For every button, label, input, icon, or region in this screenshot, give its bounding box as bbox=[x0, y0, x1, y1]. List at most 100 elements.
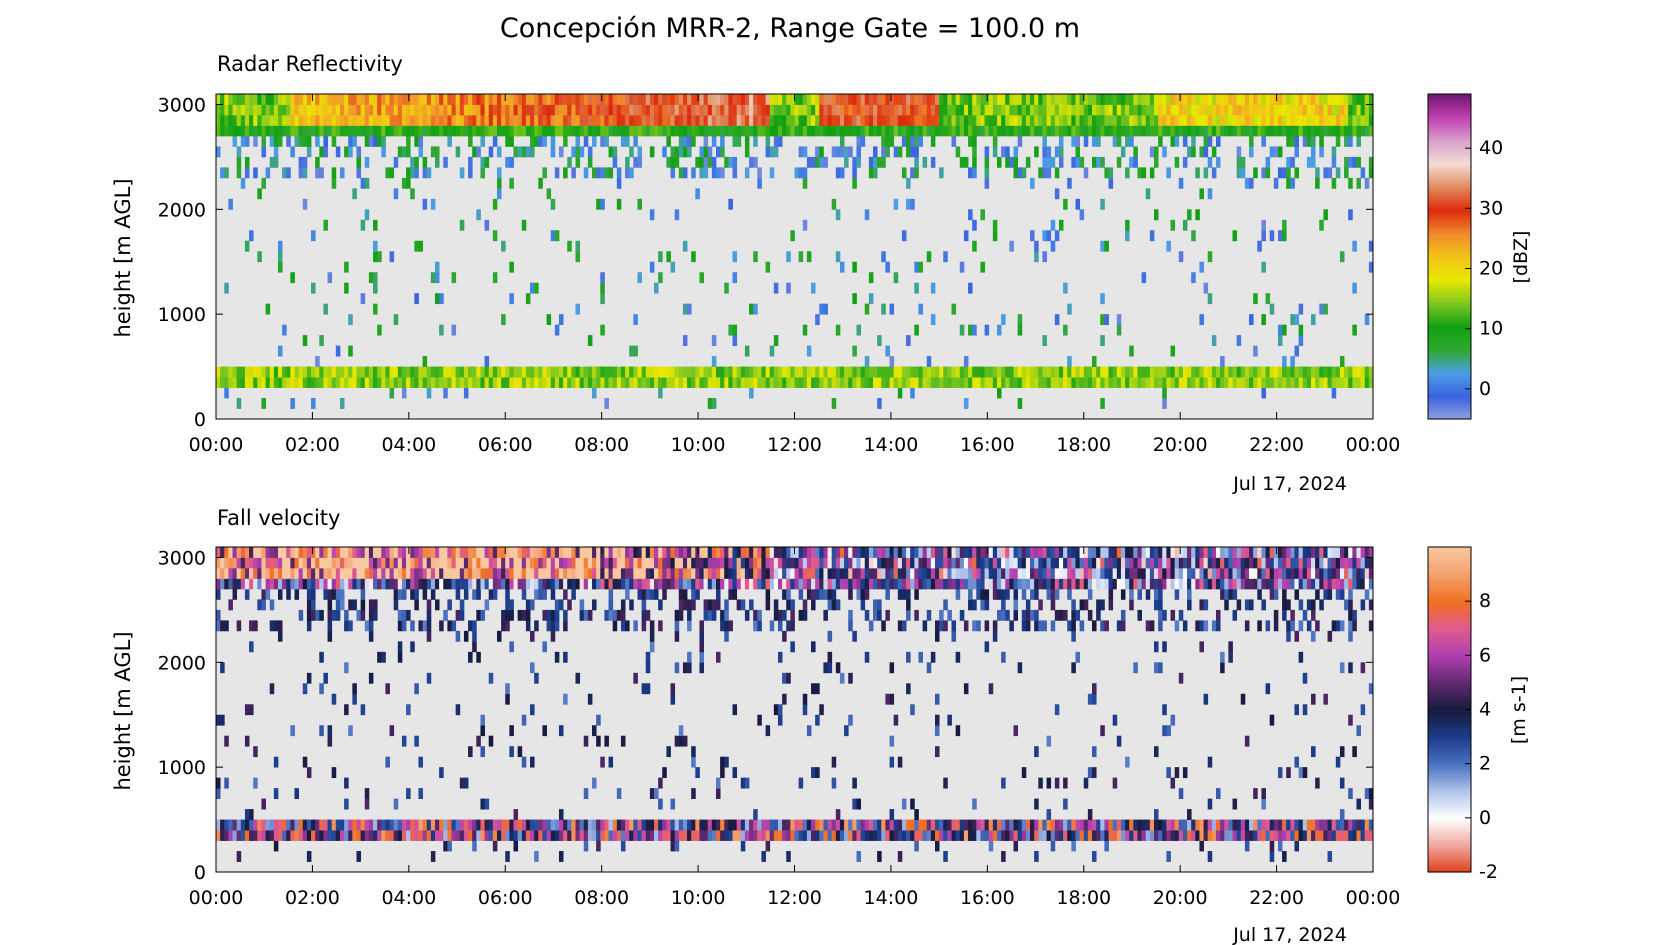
heatmap-cell bbox=[538, 588, 543, 600]
heatmap-cell bbox=[546, 314, 552, 326]
heatmap-cell bbox=[670, 683, 676, 695]
heatmap-cell bbox=[910, 547, 915, 558]
heatmap-cell bbox=[435, 114, 440, 126]
heatmap-cell bbox=[856, 851, 862, 862]
heatmap-cell bbox=[794, 819, 800, 831]
heatmap-cell bbox=[344, 567, 349, 579]
colorbar-segment bbox=[1428, 267, 1471, 271]
heatmap-cell bbox=[1058, 125, 1064, 137]
heatmap-cell bbox=[815, 588, 820, 600]
heatmap-cell bbox=[410, 366, 415, 378]
heatmap-cell bbox=[992, 230, 998, 242]
heatmap-cell bbox=[819, 547, 824, 558]
heatmap-cell bbox=[620, 830, 626, 841]
heatmap-cell bbox=[616, 104, 622, 116]
heatmap-cell bbox=[670, 557, 676, 569]
heatmap-cell bbox=[1253, 366, 1258, 378]
heatmap-cell bbox=[443, 547, 448, 558]
heatmap-cell bbox=[629, 146, 634, 158]
heatmap-cell bbox=[1195, 377, 1200, 388]
heatmap-cell bbox=[906, 177, 911, 189]
heatmap-cell bbox=[1005, 567, 1010, 579]
heatmap-cell bbox=[666, 114, 671, 126]
heatmap-cell bbox=[521, 377, 527, 388]
heatmap-cell bbox=[844, 377, 849, 388]
heatmap-cell bbox=[509, 377, 514, 388]
heatmap-cell bbox=[244, 704, 250, 716]
heatmap-cell bbox=[567, 156, 572, 168]
heatmap-cell bbox=[406, 146, 411, 158]
heatmap-cell bbox=[1356, 104, 1361, 116]
heatmap-cell bbox=[273, 125, 279, 137]
heatmap-cell bbox=[740, 578, 746, 590]
heatmap-cell bbox=[1203, 578, 1209, 590]
heatmap-cell bbox=[1224, 588, 1229, 600]
heatmap-cell bbox=[579, 366, 585, 378]
heatmap-cell bbox=[476, 366, 481, 378]
heatmap-cell bbox=[451, 819, 457, 831]
heatmap-cell bbox=[1149, 125, 1155, 137]
heatmap-cell bbox=[1001, 547, 1006, 558]
heatmap-cell bbox=[575, 578, 581, 590]
heatmap-cell bbox=[910, 125, 915, 137]
heatmap-cell bbox=[335, 114, 341, 126]
heatmap-cell bbox=[472, 104, 477, 116]
heatmap-cell bbox=[815, 366, 820, 378]
heatmap-cell bbox=[1257, 114, 1262, 126]
heatmap-cell bbox=[906, 578, 911, 590]
heatmap-cell bbox=[1092, 156, 1097, 168]
heatmap-cell bbox=[856, 104, 862, 116]
heatmap-cell bbox=[443, 819, 448, 831]
heatmap-cell bbox=[373, 240, 378, 252]
heatmap-cell bbox=[1025, 114, 1031, 126]
heatmap-cell bbox=[906, 377, 911, 388]
heatmap-cell bbox=[641, 377, 647, 388]
heatmap-cell bbox=[839, 104, 845, 116]
heatmap-cell bbox=[315, 94, 320, 105]
heatmap-cell bbox=[521, 146, 527, 158]
heatmap-cell bbox=[368, 819, 374, 831]
heatmap-cell bbox=[1141, 830, 1147, 841]
heatmap-cell bbox=[674, 377, 680, 388]
heatmap-cell bbox=[1261, 314, 1266, 326]
heatmap-cell bbox=[893, 567, 899, 579]
heatmap-cell bbox=[571, 104, 576, 116]
heatmap-cell bbox=[261, 125, 266, 137]
heatmap-cell bbox=[1215, 94, 1221, 105]
heatmap-cell bbox=[1294, 830, 1300, 841]
heatmap-cell bbox=[1034, 609, 1039, 621]
heatmap-cell bbox=[1327, 377, 1333, 388]
heatmap-cell bbox=[868, 114, 874, 126]
heatmap-cell bbox=[1277, 547, 1283, 558]
heatmap-cell bbox=[1273, 567, 1279, 579]
heatmap-cell bbox=[472, 620, 477, 632]
heatmap-cell bbox=[604, 377, 609, 388]
heatmap-cell bbox=[1021, 94, 1027, 105]
heatmap-cell bbox=[885, 114, 890, 126]
heatmap-cell bbox=[1269, 94, 1275, 105]
heatmap-cell bbox=[488, 114, 494, 126]
heatmap-cell bbox=[1232, 125, 1238, 137]
heatmap-cell bbox=[972, 146, 977, 158]
heatmap-cell bbox=[1038, 819, 1043, 831]
heatmap-cell bbox=[670, 261, 676, 273]
heatmap-cell bbox=[430, 366, 436, 378]
heatmap-cell bbox=[798, 125, 804, 137]
heatmap-cell bbox=[1273, 588, 1279, 600]
heatmap-cell bbox=[563, 547, 568, 558]
heatmap-cell bbox=[819, 819, 824, 831]
heatmap-cell bbox=[294, 125, 300, 137]
heatmap-cell bbox=[947, 125, 952, 137]
heatmap-cell bbox=[877, 335, 882, 347]
heatmap-cell bbox=[1265, 167, 1271, 179]
heatmap-cell bbox=[873, 609, 878, 621]
heatmap-cell bbox=[806, 251, 812, 263]
heatmap-cell bbox=[1038, 547, 1043, 558]
heatmap-cell bbox=[513, 104, 519, 116]
heatmap-cell bbox=[302, 819, 308, 831]
heatmap-cell bbox=[959, 261, 965, 273]
heatmap-cell bbox=[1170, 366, 1176, 378]
heatmap-cell bbox=[1282, 547, 1287, 558]
heatmap-cell bbox=[447, 840, 452, 852]
